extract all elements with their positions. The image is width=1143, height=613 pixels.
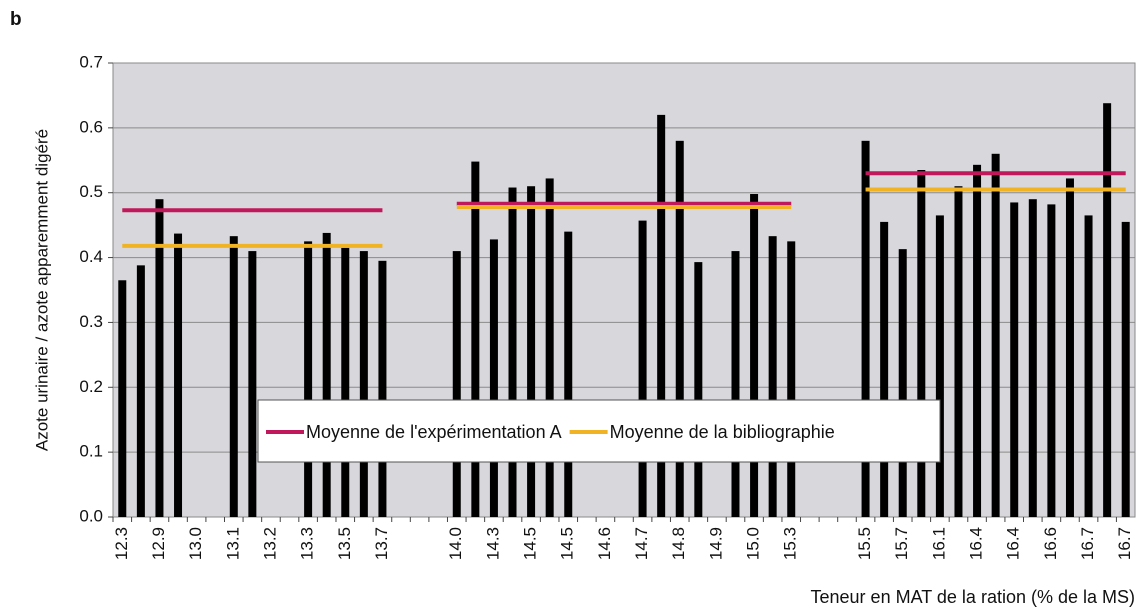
x-tick-label: 16.7 bbox=[1078, 527, 1097, 560]
bar bbox=[1028, 199, 1037, 517]
bar bbox=[917, 170, 926, 517]
bar bbox=[452, 251, 461, 518]
bar bbox=[750, 194, 759, 518]
x-tick-label: 16.4 bbox=[967, 527, 986, 560]
x-tick-label: 15.7 bbox=[892, 527, 911, 560]
bar bbox=[489, 239, 498, 517]
y-tick-label: 0.2 bbox=[79, 377, 103, 396]
x-tick-label: 16.6 bbox=[1041, 527, 1060, 560]
x-tick-label: 14.0 bbox=[446, 527, 465, 560]
x-axis-title: Teneur en MAT de la ration (% de la MS) bbox=[811, 587, 1135, 607]
y-axis-title: Azote urinaire / azote apparemment digér… bbox=[32, 129, 51, 451]
bar bbox=[787, 241, 796, 517]
x-tick-label: 15.3 bbox=[781, 527, 800, 560]
bar bbox=[118, 280, 127, 517]
y-tick-label: 0.5 bbox=[79, 182, 103, 201]
bar bbox=[973, 164, 982, 517]
x-tick-label: 14.7 bbox=[632, 527, 651, 560]
bar bbox=[471, 161, 480, 517]
x-tick-label: 13.3 bbox=[298, 527, 317, 560]
bar bbox=[378, 260, 387, 517]
bar bbox=[1047, 204, 1056, 518]
bar bbox=[731, 251, 740, 518]
y-tick-label: 0.1 bbox=[79, 442, 103, 461]
bar bbox=[935, 215, 944, 517]
x-tick-label: 14.9 bbox=[706, 527, 725, 560]
bar bbox=[508, 187, 517, 518]
bar bbox=[1084, 215, 1093, 517]
bar bbox=[768, 236, 777, 517]
bar bbox=[1065, 178, 1074, 517]
x-tick-label: 12.9 bbox=[149, 527, 168, 560]
y-tick-label: 0.3 bbox=[79, 312, 103, 331]
bar bbox=[322, 232, 331, 517]
y-tick-label: 0.4 bbox=[79, 247, 103, 266]
x-tick-label: 14.6 bbox=[595, 527, 614, 560]
y-tick-label: 0.0 bbox=[79, 506, 103, 525]
x-tick-label: 16.7 bbox=[1115, 527, 1134, 560]
x-tick-label: 16.4 bbox=[1004, 527, 1023, 560]
bar bbox=[136, 265, 145, 517]
bar bbox=[638, 220, 647, 518]
panel-label: b bbox=[10, 9, 22, 30]
bar bbox=[675, 140, 684, 518]
legend-label: Moyenne de l'expérimentation A bbox=[306, 422, 562, 442]
bar bbox=[545, 178, 554, 517]
bar bbox=[174, 233, 183, 517]
bar bbox=[861, 140, 870, 518]
bar bbox=[880, 221, 889, 517]
x-tick-label: 13.2 bbox=[260, 527, 279, 560]
x-tick-label: 13.7 bbox=[372, 527, 391, 560]
bar bbox=[304, 241, 313, 517]
legend-label: Moyenne de la bibliographie bbox=[610, 422, 835, 442]
x-tick-label: 13.5 bbox=[335, 527, 354, 560]
x-tick-label: 14.8 bbox=[669, 527, 688, 560]
y-tick-label: 0.7 bbox=[79, 52, 103, 71]
bar bbox=[1010, 202, 1019, 517]
bar bbox=[359, 251, 368, 518]
bar bbox=[248, 251, 257, 518]
bar bbox=[229, 236, 238, 517]
x-tick-label: 13.0 bbox=[186, 527, 205, 560]
bar bbox=[954, 186, 963, 517]
bar bbox=[564, 231, 573, 517]
bar bbox=[341, 247, 350, 518]
x-tick-label: 13.1 bbox=[223, 527, 242, 560]
y-tick-label: 0.6 bbox=[79, 117, 103, 136]
x-tick-label: 16.1 bbox=[929, 527, 948, 560]
x-tick-label: 14.3 bbox=[483, 527, 502, 560]
x-tick-label: 14.5 bbox=[521, 527, 540, 560]
bar bbox=[1103, 103, 1112, 517]
x-tick-label: 15.5 bbox=[855, 527, 874, 560]
bar bbox=[155, 199, 164, 517]
bar bbox=[694, 262, 703, 517]
x-tick-label: 12.3 bbox=[112, 527, 131, 560]
bar bbox=[991, 153, 1000, 518]
bar bbox=[527, 186, 536, 517]
x-tick-label: 14.5 bbox=[558, 527, 577, 560]
bar bbox=[1121, 221, 1130, 517]
bar bbox=[657, 114, 666, 517]
bar bbox=[898, 249, 907, 517]
x-tick-label: 15.0 bbox=[744, 527, 763, 560]
